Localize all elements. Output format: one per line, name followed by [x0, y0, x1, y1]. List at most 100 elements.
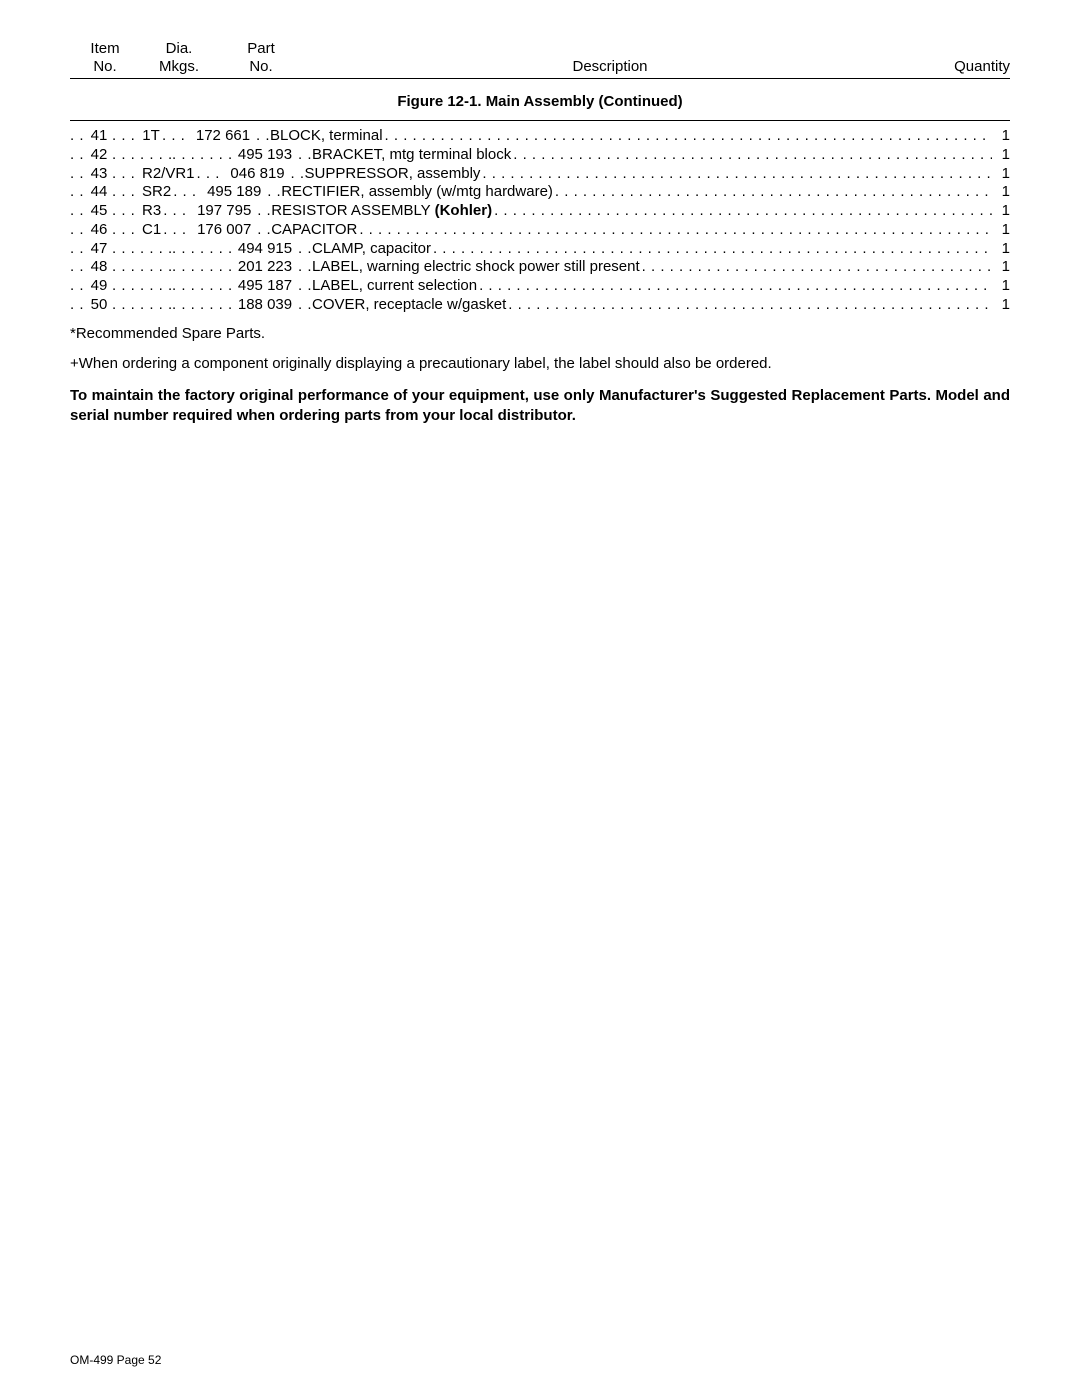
description-cell: RECTIFIER, assembly (w/mtg hardware) — [281, 183, 992, 202]
qty-cell: 1 — [992, 146, 1010, 165]
part-cell: 201 223 — [232, 258, 298, 277]
description-cell: CAPACITOR — [271, 221, 992, 240]
table-row: 48201 223LABEL, warning electric shock p… — [70, 258, 1010, 277]
col-part-l1: Part — [218, 40, 304, 58]
description-text: CAPACITOR — [271, 221, 359, 240]
leader-dots — [112, 221, 140, 240]
leader-dots — [112, 258, 172, 277]
item-cell: 47 — [86, 240, 112, 259]
col-desc: Description — [304, 40, 916, 76]
col-part-l2: No. — [218, 58, 304, 76]
leader-dots — [163, 221, 191, 240]
col-desc-label: Description — [572, 58, 647, 76]
item-cell: 48 — [86, 258, 112, 277]
description-cell: COVER, receptacle w/gasket — [312, 296, 992, 315]
qty-cell: 1 — [992, 277, 1010, 296]
leader-dots — [112, 127, 140, 146]
description-cell: CLAMP, capacitor — [312, 240, 992, 259]
leader-dots — [112, 202, 140, 221]
leader-dots — [112, 296, 172, 315]
leader-dots — [172, 146, 232, 165]
leader-dots — [172, 258, 232, 277]
leader-dots — [513, 146, 992, 165]
col-item-l2: No. — [70, 58, 140, 76]
item-cell: 50 — [86, 296, 112, 315]
leader-dots — [197, 165, 225, 184]
leader-dots — [642, 258, 992, 277]
leader-dots — [385, 127, 992, 146]
part-cell: 176 007 — [191, 221, 257, 240]
part-cell: 495 193 — [232, 146, 298, 165]
leader-dots — [172, 296, 232, 315]
qty-cell: 1 — [992, 127, 1010, 146]
leader-dots — [70, 165, 86, 184]
col-item: Item No. — [70, 40, 140, 76]
leader-dots — [70, 296, 86, 315]
leader-dots — [359, 221, 992, 240]
col-dia-l1: Dia. — [140, 40, 218, 58]
item-cell: 43 — [86, 165, 112, 184]
leader-dots — [70, 240, 86, 259]
description-text: CLAMP, capacitor — [312, 240, 433, 259]
table-row: 49495 187LABEL, current selection1 — [70, 277, 1010, 296]
part-cell: 495 189 — [201, 183, 267, 202]
leader-dots — [70, 146, 86, 165]
page-footer: OM-499 Page 52 — [70, 1353, 161, 1367]
item-cell: 45 — [86, 202, 112, 221]
note-label-order: +When ordering a component originally di… — [70, 353, 1010, 376]
part-cell: 495 187 — [232, 277, 298, 296]
dia-cell: R2/VR1 — [140, 165, 197, 184]
leader-dots — [173, 183, 201, 202]
description-bold: (Kohler) — [435, 202, 493, 219]
part-cell: 494 915 — [232, 240, 298, 259]
figure-title: Figure 12-1. Main Assembly (Continued) — [70, 87, 1010, 121]
leader-dots — [433, 240, 992, 259]
leader-dots — [70, 258, 86, 277]
dia-cell: SR2 — [140, 183, 173, 202]
leader-dots — [257, 202, 271, 221]
table-row: 411T172 661BLOCK, terminal1 — [70, 127, 1010, 146]
item-cell: 41 — [86, 127, 112, 146]
table-row: 42495 193BRACKET, mtg terminal block1 — [70, 146, 1010, 165]
leader-dots — [172, 240, 232, 259]
qty-cell: 1 — [992, 221, 1010, 240]
leader-dots — [112, 183, 140, 202]
note-bold-maintain: To maintain the factory original perform… — [70, 386, 1010, 427]
dia-cell: R3 — [140, 202, 163, 221]
leader-dots — [298, 296, 312, 315]
col-part: Part No. — [218, 40, 304, 76]
part-cell: 172 661 — [190, 127, 256, 146]
item-cell: 44 — [86, 183, 112, 202]
leader-dots — [112, 240, 172, 259]
part-cell: 197 795 — [191, 202, 257, 221]
parts-table-body: 411T172 661BLOCK, terminal142495 193BRAC… — [70, 127, 1010, 315]
leader-dots — [482, 165, 992, 184]
col-qty: Quantity — [916, 40, 1010, 76]
leader-dots — [70, 127, 86, 146]
leader-dots — [479, 277, 992, 296]
table-row: 44 SR2 495 189 RECTIFIER, assembly (w/mtg h… — [70, 183, 1010, 202]
description-text: BRACKET, mtg terminal block — [312, 146, 513, 165]
leader-dots — [256, 127, 270, 146]
leader-dots — [298, 277, 312, 296]
leader-dots — [555, 183, 992, 202]
qty-cell: 1 — [992, 202, 1010, 221]
col-qty-label: Quantity — [954, 58, 1010, 76]
description-text: RECTIFIER, assembly (w/mtg hardware) — [281, 183, 555, 202]
description-cell: RESISTOR ASSEMBLY (Kohler) — [271, 202, 992, 221]
qty-cell: 1 — [992, 165, 1010, 184]
leader-dots — [267, 183, 281, 202]
leader-dots — [508, 296, 992, 315]
leader-dots — [112, 277, 172, 296]
qty-cell: 1 — [992, 240, 1010, 259]
qty-cell: 1 — [992, 258, 1010, 277]
leader-dots — [163, 202, 191, 221]
description-cell: LABEL, current selection — [312, 277, 992, 296]
table-row: 46C1176 007CAPACITOR1 — [70, 221, 1010, 240]
dia-cell: C1 — [140, 221, 163, 240]
leader-dots — [291, 165, 305, 184]
description-text: COVER, receptacle w/gasket — [312, 296, 508, 315]
leader-dots — [70, 221, 86, 240]
table-row: 45 R3 197 795 RESISTOR ASSEMBLY (Kohler)1 — [70, 202, 1010, 221]
description-cell: BRACKET, mtg terminal block — [312, 146, 992, 165]
